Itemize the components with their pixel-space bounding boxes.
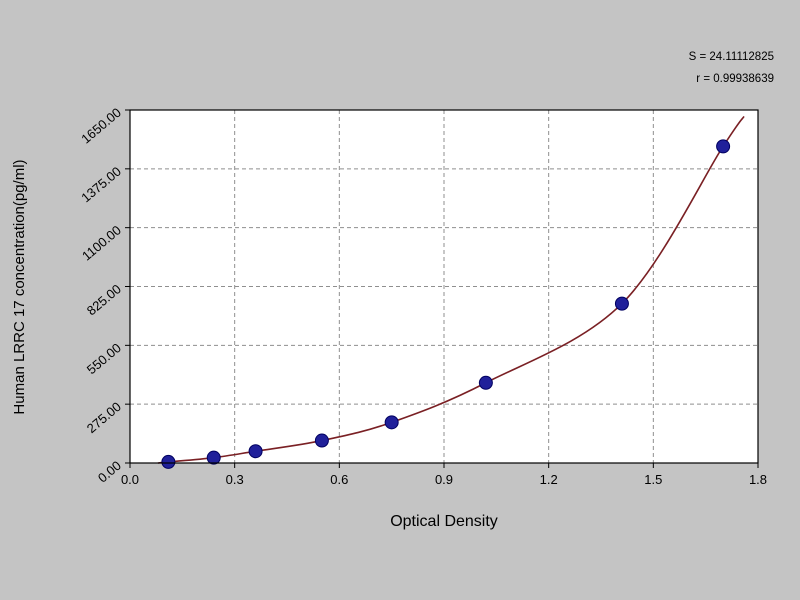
x-axis-label: Optical Density: [390, 513, 498, 530]
x-tick-label: 0.6: [330, 472, 348, 487]
x-tick-label: 0.3: [226, 472, 244, 487]
x-tick-label: 1.2: [540, 472, 558, 487]
x-tick-label: 0.9: [435, 472, 453, 487]
y-tick-label: 275.00: [84, 399, 124, 436]
axis-ticks: [125, 109, 759, 468]
data-point: [384, 415, 399, 430]
fit-statistics: S = 24.11112825 r = 0.99938639: [689, 46, 774, 90]
y-tick-label: 1100.00: [79, 222, 124, 263]
y-tick-label: 1650.00: [78, 105, 124, 147]
fit-s-value: S = 24.11112825: [688, 51, 774, 63]
y-tick-labels: 0.00 275.00 550.00 825.00 1100.00 1375.00 1650…: [78, 105, 124, 486]
data-point: [161, 454, 176, 469]
y-tick-label: 0.00: [95, 458, 124, 486]
y-axis-label: Human LRRC 17 concentration(pg/ml): [11, 159, 28, 414]
x-tick-label: 1.5: [644, 472, 662, 487]
y-tick-label: 1375.00: [78, 164, 124, 206]
gridlines: [130, 110, 758, 463]
data-point: [206, 450, 221, 465]
data-point: [716, 139, 731, 154]
fit-r-value: r = 0.99938639: [696, 73, 774, 85]
data-point: [478, 375, 493, 390]
data-point: [614, 296, 629, 311]
x-tick-label: 0.0: [121, 472, 139, 487]
data-point: [248, 444, 263, 459]
data-points-layer: [161, 139, 731, 469]
y-tick-label: 825.00: [84, 281, 124, 318]
y-tick-label: 550.00: [84, 340, 124, 377]
x-tick-label: 1.8: [749, 472, 767, 487]
data-point: [314, 433, 329, 448]
x-tick-labels: 0.0 0.3 0.6 0.9 1.2 1.5 1.8: [121, 472, 767, 487]
